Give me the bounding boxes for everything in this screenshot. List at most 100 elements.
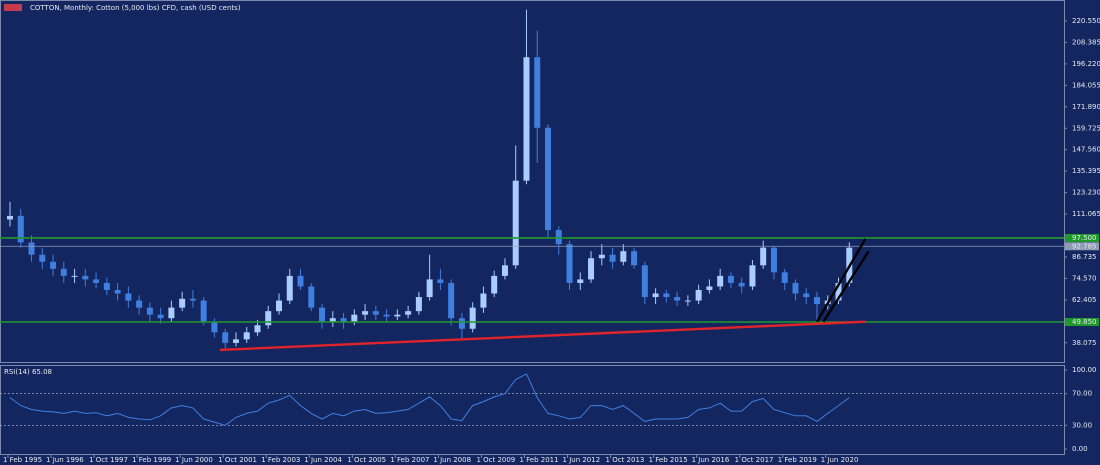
trendline xyxy=(219,320,866,352)
candle-body xyxy=(663,293,670,298)
candle-body xyxy=(448,282,455,319)
candle-body xyxy=(265,311,272,326)
candle-body xyxy=(286,275,293,301)
level-tag xyxy=(1065,242,1099,251)
candle-body xyxy=(308,286,315,308)
level-label: 49.850 xyxy=(1072,318,1097,326)
candle-body xyxy=(674,297,681,301)
candle-body xyxy=(781,272,788,283)
symbol-icon xyxy=(4,4,22,11)
candle-body xyxy=(319,307,326,322)
candle-body xyxy=(82,275,89,280)
x-tick-label: 1 Oct 2009 xyxy=(476,456,515,464)
x-tick-label: 1 Feb 2007 xyxy=(390,456,429,464)
candle-body xyxy=(652,293,659,298)
candle-body xyxy=(501,265,508,276)
main-panel-frame xyxy=(0,0,1065,363)
candle-body xyxy=(340,318,347,322)
x-tick-label: 1 Feb 2003 xyxy=(261,456,300,464)
candle-body xyxy=(695,289,702,301)
level-tag xyxy=(1065,233,1099,242)
candle-body xyxy=(351,314,358,322)
candle-body xyxy=(394,314,401,317)
x-tick-label: 1 Jun 2016 xyxy=(692,456,730,464)
candle-body xyxy=(372,311,379,315)
y-tick-label: 74.570 xyxy=(1072,274,1097,282)
chart-title: COTTON, Monthly: Cotton (5,000 lbs) CFD,… xyxy=(30,4,241,12)
candle-body xyxy=(232,339,239,343)
candle-body xyxy=(146,307,153,315)
x-tick-label: 1 Feb 2011 xyxy=(519,456,558,464)
y-tick-label: 111.065 xyxy=(1072,210,1100,218)
y-tick-label: 147.560 xyxy=(1072,146,1100,154)
y-tick-label: 171.890 xyxy=(1072,103,1100,111)
candle-body xyxy=(362,311,369,315)
candle-body xyxy=(426,279,433,298)
y-tick-label: 159.725 xyxy=(1072,124,1100,132)
candle-body xyxy=(39,254,46,262)
candle-body xyxy=(7,215,13,220)
candle-body xyxy=(684,300,691,302)
x-tick-label: 1 Oct 1997 xyxy=(89,456,128,464)
candle-body xyxy=(491,275,498,294)
candle-body xyxy=(770,247,777,273)
candle-body xyxy=(469,307,476,329)
candle-body xyxy=(114,289,121,294)
candle-body xyxy=(588,258,595,280)
candle-body xyxy=(792,282,799,294)
candle-body xyxy=(189,298,196,301)
candle-body xyxy=(803,293,810,298)
candle-body xyxy=(727,275,734,283)
candle-body xyxy=(50,261,57,269)
candle-body xyxy=(211,321,218,333)
candle-body xyxy=(329,318,336,322)
x-tick-label: 1 Oct 2005 xyxy=(347,456,386,464)
candle-body xyxy=(760,247,767,266)
y-tick-label: 208.385 xyxy=(1072,38,1100,46)
x-tick-label: 1 Feb 2019 xyxy=(778,456,817,464)
x-tick-label: 1 Oct 2001 xyxy=(218,456,257,464)
x-tick-label: 1 Feb 1999 xyxy=(132,456,171,464)
x-tick-label: 1 Jun 2000 xyxy=(175,456,213,464)
x-tick-label: 1 Feb 2015 xyxy=(649,456,688,464)
rsi-tick-label: 0.00 xyxy=(1072,445,1088,453)
candle-body xyxy=(534,57,541,128)
candle-body xyxy=(706,286,713,290)
y-tick-label: 62.405 xyxy=(1072,296,1097,304)
candle-body xyxy=(523,57,530,181)
y-tick-label: 135.395 xyxy=(1072,167,1100,175)
level-label: 92.785 xyxy=(1072,242,1097,250)
y-tick-label: 184.055 xyxy=(1072,81,1100,89)
candle-body xyxy=(437,279,444,283)
rsi-line xyxy=(9,373,850,426)
candle-body xyxy=(168,307,175,319)
candle-body xyxy=(28,242,35,255)
candle-body xyxy=(717,275,724,287)
candle-body xyxy=(480,293,487,308)
x-tick-label: 1 Jun 2004 xyxy=(304,456,342,464)
trendline xyxy=(822,250,870,323)
candle-body xyxy=(620,251,627,262)
candle-body xyxy=(17,215,24,243)
candle-body xyxy=(814,297,820,305)
candle-body xyxy=(125,293,132,301)
y-tick-label: 38.075 xyxy=(1072,339,1097,347)
candle-body xyxy=(405,311,412,315)
level-tag xyxy=(1065,317,1099,326)
candle-body xyxy=(577,279,584,283)
x-tick-label: 1 Feb 1995 xyxy=(3,456,42,464)
candle-body xyxy=(598,254,605,259)
candle-body xyxy=(609,254,616,262)
level-label: 97.500 xyxy=(1072,234,1097,242)
y-tick-label: 86.735 xyxy=(1072,253,1097,261)
candle-body xyxy=(512,180,519,266)
candle-body xyxy=(566,244,573,283)
candle-body xyxy=(415,297,422,312)
candle-body xyxy=(555,230,562,245)
y-tick-label: 220.550 xyxy=(1072,17,1100,25)
candle-body xyxy=(179,298,186,308)
candle-body xyxy=(749,265,756,287)
candle-body xyxy=(243,332,250,340)
rsi-title: RSI(14) 65.08 xyxy=(4,368,52,376)
